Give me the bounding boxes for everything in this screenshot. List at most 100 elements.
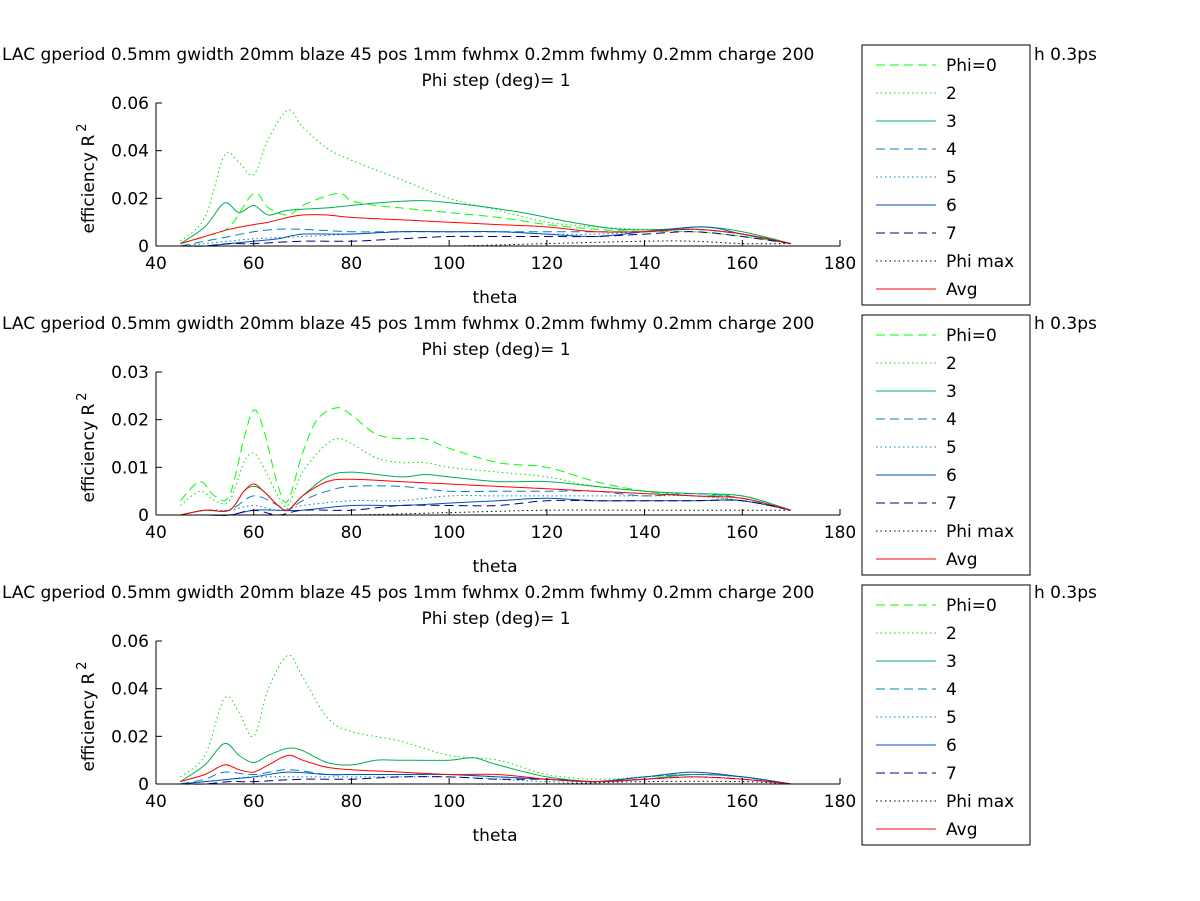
series-line-9	[180, 478, 792, 516]
subplot-2: LAC gperiod 0.5mm gwidth 20mm blaze 45 p…	[2, 314, 1097, 577]
series-line-9	[180, 214, 792, 245]
x-tick-label: 80	[341, 254, 363, 274]
y-tick-label: 0	[138, 775, 149, 795]
legend-entry-4: 4	[946, 140, 957, 160]
subplot-1: LAC gperiod 0.5mm gwidth 20mm blaze 45 p…	[2, 44, 1097, 308]
y-axis-label-superscript: 2	[75, 661, 90, 669]
legend: Phi=0 2 3 4 5 6 7 Phi max Avg	[861, 314, 1031, 576]
legend-entry-2: 2	[946, 354, 957, 374]
x-tick-label: 120	[531, 523, 563, 543]
y-tick-label: 0.06	[111, 632, 149, 652]
x-tick-label: 40	[145, 792, 167, 812]
y-tick-label: 0.04	[111, 142, 149, 162]
legend-entry-4: 4	[946, 410, 957, 430]
chart-title-tail: h 0.3ps	[1034, 314, 1097, 334]
legend-entry-9: Avg	[946, 820, 978, 840]
y-axis-label-superscript: 2	[75, 392, 90, 400]
chart-title: LAC gperiod 0.5mm gwidth 20mm blaze 45 p…	[2, 45, 1097, 65]
legend-entry-9: Avg	[946, 280, 978, 300]
legend-entry-3: 3	[946, 382, 957, 402]
legend: Phi=0 2 3 4 5 6 7 Phi max Avg	[861, 44, 1031, 306]
x-tick-label: 100	[433, 792, 465, 812]
legend-box	[861, 584, 1031, 846]
series-group	[180, 407, 792, 516]
x-tick-label: 100	[433, 254, 465, 274]
legend-box	[861, 44, 1031, 306]
x-axis-label: theta	[473, 557, 518, 577]
y-axis-label-text: efficiency R	[79, 135, 99, 234]
legend-entry-1: Phi=0	[946, 596, 997, 616]
chart-title-tail: h 0.3ps	[1034, 45, 1097, 65]
chart-subtitle: Phi step (deg)= 1	[421, 340, 570, 360]
legend-entry-9: Avg	[946, 550, 978, 570]
series-line-5	[180, 495, 792, 516]
y-tick-label: 0.04	[111, 680, 149, 700]
y-tick-label: 0	[138, 237, 149, 257]
y-tick-label: 0.02	[111, 727, 149, 747]
series-line-7	[180, 231, 792, 247]
x-tick-label: 100	[433, 523, 465, 543]
series-group	[180, 109, 792, 247]
legend-box	[861, 314, 1031, 576]
legend-entry-8: Phi max	[946, 792, 1014, 812]
legend-entry-7: 7	[946, 224, 957, 244]
x-tick-label: 160	[726, 254, 758, 274]
y-axis-label: efficiency R 2	[75, 123, 99, 233]
legend-entry-2: 2	[946, 84, 957, 104]
legend-entry-8: Phi max	[946, 252, 1014, 272]
legend-entry-8: Phi max	[946, 522, 1014, 542]
x-tick-label: 140	[628, 523, 660, 543]
x-axis-label: theta	[473, 826, 518, 846]
chart-title-tail: h 0.3ps	[1034, 583, 1097, 603]
y-axis-label: efficiency R 2	[75, 661, 99, 771]
series-line-8	[180, 780, 792, 785]
plot-area	[156, 372, 840, 515]
legend-entry-1: Phi=0	[946, 326, 997, 346]
legend-entry-6: 6	[946, 466, 957, 486]
y-tick-label: 0.01	[111, 458, 149, 478]
x-tick-label: 160	[726, 523, 758, 543]
x-tick-label: 40	[145, 523, 167, 543]
y-tick-label: 0.02	[111, 411, 149, 431]
x-tick-label: 80	[341, 523, 363, 543]
x-tick-label: 60	[243, 523, 265, 543]
y-axis-label-text: efficiency R	[79, 673, 99, 772]
x-tick-label: 120	[531, 254, 563, 274]
series-line-7	[180, 499, 792, 516]
x-tick-label: 180	[824, 523, 856, 543]
legend-entry-5: 5	[946, 168, 957, 188]
series-line-6	[180, 771, 792, 785]
x-tick-label: 140	[628, 792, 660, 812]
series-line-2	[180, 109, 792, 245]
x-tick-label: 180	[824, 254, 856, 274]
y-tick-label: 0.06	[111, 94, 149, 114]
x-tick-label: 40	[145, 254, 167, 274]
x-tick-label: 80	[341, 792, 363, 812]
series-line-4	[180, 485, 792, 516]
y-tick-label: 0	[138, 506, 149, 526]
chart-title: LAC gperiod 0.5mm gwidth 20mm blaze 45 p…	[2, 583, 1097, 603]
y-axis-label: efficiency R 2	[75, 392, 99, 502]
legend-entry-2: 2	[946, 624, 957, 644]
subplot-3: LAC gperiod 0.5mm gwidth 20mm blaze 45 p…	[2, 583, 1097, 846]
legend-entry-5: 5	[946, 708, 957, 728]
legend-entry-5: 5	[946, 438, 957, 458]
legend-entry-7: 7	[946, 764, 957, 784]
y-tick-label: 0.02	[111, 189, 149, 209]
legend-entry-1: Phi=0	[946, 56, 997, 76]
legend-entry-6: 6	[946, 196, 957, 216]
chart-title: LAC gperiod 0.5mm gwidth 20mm blaze 45 p…	[2, 314, 1097, 334]
x-tick-label: 120	[531, 792, 563, 812]
y-axis-label-text: efficiency R	[79, 404, 99, 503]
x-tick-label: 60	[243, 792, 265, 812]
legend: Phi=0 2 3 4 5 6 7 Phi max Avg	[861, 584, 1031, 846]
chart-title-main: LAC gperiod 0.5mm gwidth 20mm blaze 45 p…	[2, 314, 814, 334]
y-axis-label-superscript: 2	[75, 123, 90, 131]
y-tick-label: 0.03	[111, 363, 149, 383]
chart-title-main: LAC gperiod 0.5mm gwidth 20mm blaze 45 p…	[2, 583, 814, 603]
legend-entry-7: 7	[946, 494, 957, 514]
chart-title-main: LAC gperiod 0.5mm gwidth 20mm blaze 45 p…	[2, 45, 814, 65]
legend-entry-4: 4	[946, 680, 957, 700]
chart-subtitle: Phi step (deg)= 1	[421, 71, 570, 91]
